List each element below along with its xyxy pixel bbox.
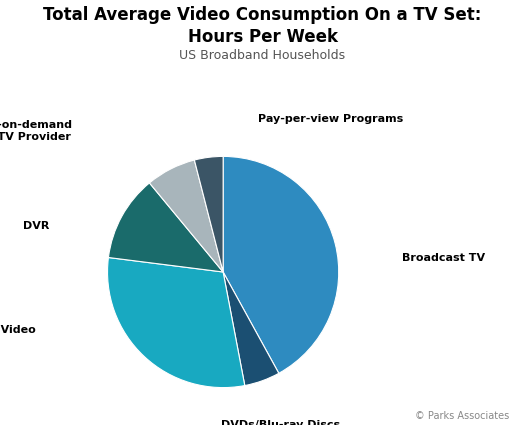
- Wedge shape: [194, 156, 223, 272]
- Text: US Broadband Households: US Broadband Households: [180, 49, 345, 62]
- Wedge shape: [150, 160, 223, 272]
- Wedge shape: [223, 156, 339, 373]
- Wedge shape: [108, 258, 245, 388]
- Text: Broadcast TV: Broadcast TV: [402, 253, 486, 263]
- Text: © Parks Associates: © Parks Associates: [415, 411, 509, 421]
- Text: Total Average Video Consumption On a TV Set:: Total Average Video Consumption On a TV …: [43, 6, 482, 24]
- Text: Video-on-demand
from TV Provider: Video-on-demand from TV Provider: [0, 120, 73, 142]
- Text: Hours Per Week: Hours Per Week: [187, 28, 338, 45]
- Wedge shape: [109, 183, 223, 272]
- Wedge shape: [223, 272, 279, 385]
- Text: DVDs/Blu-ray Discs: DVDs/Blu-ray Discs: [222, 420, 341, 425]
- Text: DVR: DVR: [23, 221, 50, 231]
- Text: Internet Video: Internet Video: [0, 325, 36, 335]
- Text: Pay-per-view Programs: Pay-per-view Programs: [258, 114, 403, 125]
